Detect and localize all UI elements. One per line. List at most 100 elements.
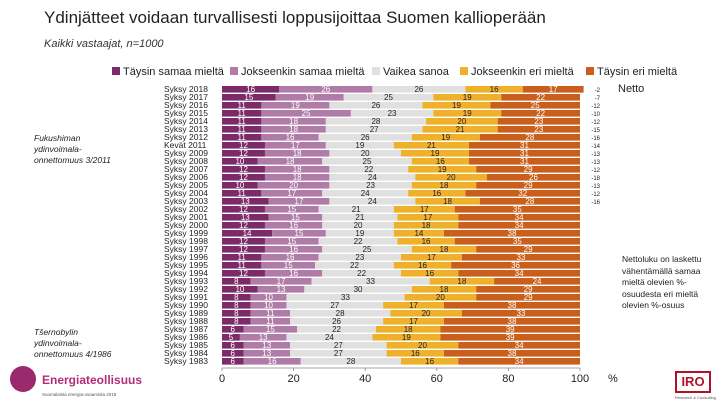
bar-segment xyxy=(261,190,323,197)
bar-segment xyxy=(443,230,580,237)
bar-segment xyxy=(222,358,244,365)
netto-value: -16 xyxy=(591,200,600,206)
bar-segment xyxy=(325,142,394,149)
bar-segment xyxy=(401,270,459,277)
bar-segment xyxy=(494,278,580,285)
bar-segment xyxy=(222,334,240,341)
data-label: 22 xyxy=(354,237,363,246)
data-label: 22 xyxy=(536,109,545,118)
data-label: 8 xyxy=(234,277,239,286)
bar-segment xyxy=(458,222,580,229)
data-label: 24 xyxy=(325,333,334,342)
data-label: 16 xyxy=(411,349,420,358)
bar-segment xyxy=(433,110,502,117)
bar-segment xyxy=(393,222,459,229)
bar-segment xyxy=(222,182,258,189)
bar-segment xyxy=(286,302,384,309)
x-tick-label: 60 xyxy=(431,373,443,385)
bar-segment xyxy=(222,86,280,93)
legend-label: Täysin samaa mieltä xyxy=(123,66,224,78)
data-label: 16 xyxy=(422,237,431,246)
data-label: 17 xyxy=(423,213,432,222)
data-label: 19 xyxy=(441,133,450,142)
data-label: 11 xyxy=(238,189,247,198)
bar-segment xyxy=(476,182,580,189)
bar-segment xyxy=(322,158,412,165)
data-label: 26 xyxy=(321,85,330,94)
data-label: 12 xyxy=(239,205,248,214)
bar-segment xyxy=(322,214,398,221)
bar-segment xyxy=(386,350,444,357)
category-label: Syksy 1991 xyxy=(164,292,208,302)
data-label: 10 xyxy=(264,301,273,310)
data-label: 17 xyxy=(549,85,558,94)
category-label: Syksy 1995 xyxy=(164,260,208,270)
bar-segment xyxy=(325,126,423,133)
data-label: 18 xyxy=(404,325,413,334)
data-label: 12 xyxy=(239,269,248,278)
data-label: 17 xyxy=(409,317,418,326)
data-label: 11 xyxy=(238,109,247,118)
netto-value: -14 xyxy=(591,144,600,150)
data-label: 19 xyxy=(452,101,461,110)
bar-segment xyxy=(290,342,387,349)
category-label: Syksy 2000 xyxy=(164,220,208,230)
category-label: Syksy 1997 xyxy=(164,244,208,254)
bar-segment xyxy=(264,270,323,277)
tshernobyl-text: Tšernobylin ydinvoimala-onnettomuus 4/19… xyxy=(34,327,112,359)
legend-item-neutral: Vaikea sanoa xyxy=(372,66,449,78)
bar-segment xyxy=(383,302,444,309)
data-label: 16 xyxy=(289,269,298,278)
bar-segment xyxy=(401,254,462,261)
legend-swatch xyxy=(586,67,594,76)
bar-segment xyxy=(279,86,373,93)
data-label: 15 xyxy=(291,213,300,222)
iro-mark: IRO xyxy=(675,371,711,393)
data-label: 13 xyxy=(277,285,286,294)
bar-segment xyxy=(426,118,498,125)
netto-value: -18 xyxy=(591,176,600,182)
bar-segment xyxy=(261,118,326,125)
bar-segment xyxy=(322,246,412,253)
data-label: 28 xyxy=(525,197,534,206)
data-label: 11 xyxy=(238,117,247,126)
data-label: 16 xyxy=(289,245,298,254)
bar-segment xyxy=(222,318,251,325)
bar-segment xyxy=(222,118,262,125)
bar-segment xyxy=(322,222,394,229)
bar-segment xyxy=(222,246,265,253)
data-label: 15 xyxy=(287,205,296,214)
bar-segment xyxy=(476,294,580,301)
bar-segment xyxy=(222,174,265,181)
data-label: 18 xyxy=(457,277,466,286)
bar-segment xyxy=(451,262,580,269)
bar-segment xyxy=(243,342,291,349)
bar-segment xyxy=(318,134,412,141)
bar-segment xyxy=(343,94,434,101)
data-label: 11 xyxy=(238,133,247,142)
bar-segment xyxy=(322,190,409,197)
bar-segment xyxy=(318,238,398,245)
data-label: 20 xyxy=(457,117,466,126)
legend-item-somewhat-disagree: Jokseenkin eri mieltä xyxy=(460,66,574,78)
bar-segment xyxy=(476,286,580,293)
data-label: 6 xyxy=(231,357,236,366)
bar-segment xyxy=(286,334,373,341)
tshernobyl-annotation: Tšernobylin ydinvoimala-onnettomuus 4/19… xyxy=(34,327,114,360)
netto-value: -16 xyxy=(591,136,600,142)
bar-segment xyxy=(411,182,477,189)
data-label: 25 xyxy=(302,109,311,118)
category-label: Syksy 2007 xyxy=(164,164,208,174)
data-label: 11 xyxy=(266,309,275,318)
x-tick-label: 0 xyxy=(219,373,225,385)
bar-segment xyxy=(401,358,459,365)
data-label: 27 xyxy=(334,341,343,350)
data-label: 19 xyxy=(463,93,472,102)
data-label: 6 xyxy=(231,325,236,334)
category-label: Syksy 1988 xyxy=(164,316,208,326)
data-label: 15 xyxy=(266,325,275,334)
bar-segment xyxy=(440,326,580,333)
bar-segment xyxy=(243,350,291,357)
logo-mark-icon xyxy=(10,366,36,392)
category-label: Syksy 1989 xyxy=(164,308,208,318)
